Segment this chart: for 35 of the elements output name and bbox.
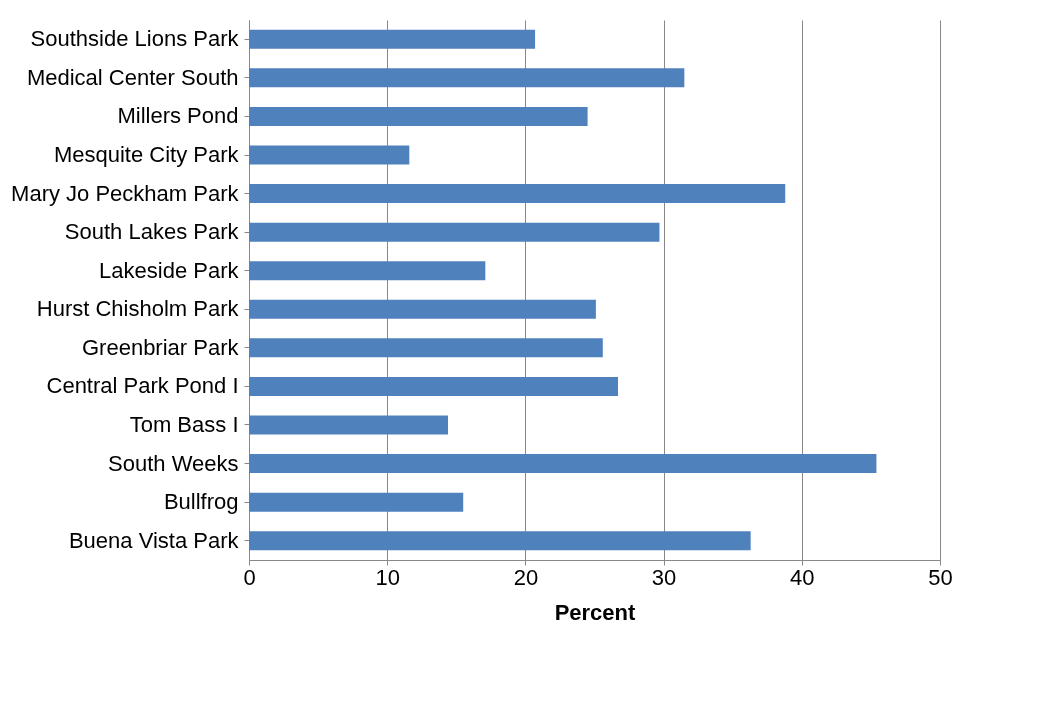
bar	[249, 415, 449, 435]
bar	[249, 338, 603, 358]
x-tick-label: 30	[651, 564, 677, 590]
bar	[249, 145, 410, 165]
x-axis-title: Percent	[554, 599, 637, 625]
y-tick-label: Greenbriar Park	[81, 334, 240, 360]
x-tick-label: 20	[513, 564, 539, 590]
bar	[249, 261, 486, 281]
y-tick-label: Medical Center South	[26, 64, 239, 90]
y-tick-label: Southside Lions Park	[30, 26, 240, 52]
bar	[249, 29, 536, 49]
y-tick-label: Buena Vista Park	[68, 527, 240, 553]
x-tick-label: 50	[928, 564, 953, 590]
bar	[249, 68, 685, 88]
bar	[249, 454, 877, 474]
y-tick-label: Hurst Chisholm Park	[36, 296, 240, 322]
bar	[249, 492, 464, 512]
y-tick-label: Mesquite City Park	[53, 142, 240, 167]
x-tick-label: 10	[375, 564, 400, 590]
bar	[249, 184, 786, 204]
y-tick-label: Millers Pond	[117, 103, 239, 129]
y-tick-label: Tom Bass I	[129, 412, 239, 437]
y-tick-label: South Weeks	[108, 450, 239, 476]
y-tick-label: Mary Jo Peckham Park	[11, 180, 240, 206]
bar	[249, 376, 618, 396]
y-tick-label: Bullfrog	[163, 489, 239, 515]
bar	[249, 222, 660, 242]
y-tick-label: Lakeside Park	[99, 257, 240, 283]
bar	[249, 531, 751, 551]
x-tick-label: 40	[790, 564, 815, 590]
x-tick-label: 0	[243, 564, 256, 590]
y-tick-label: South Lakes Park	[64, 219, 240, 245]
bar	[249, 106, 588, 126]
bar	[249, 299, 596, 319]
y-tick-label: Central Park Pond I	[46, 373, 239, 399]
